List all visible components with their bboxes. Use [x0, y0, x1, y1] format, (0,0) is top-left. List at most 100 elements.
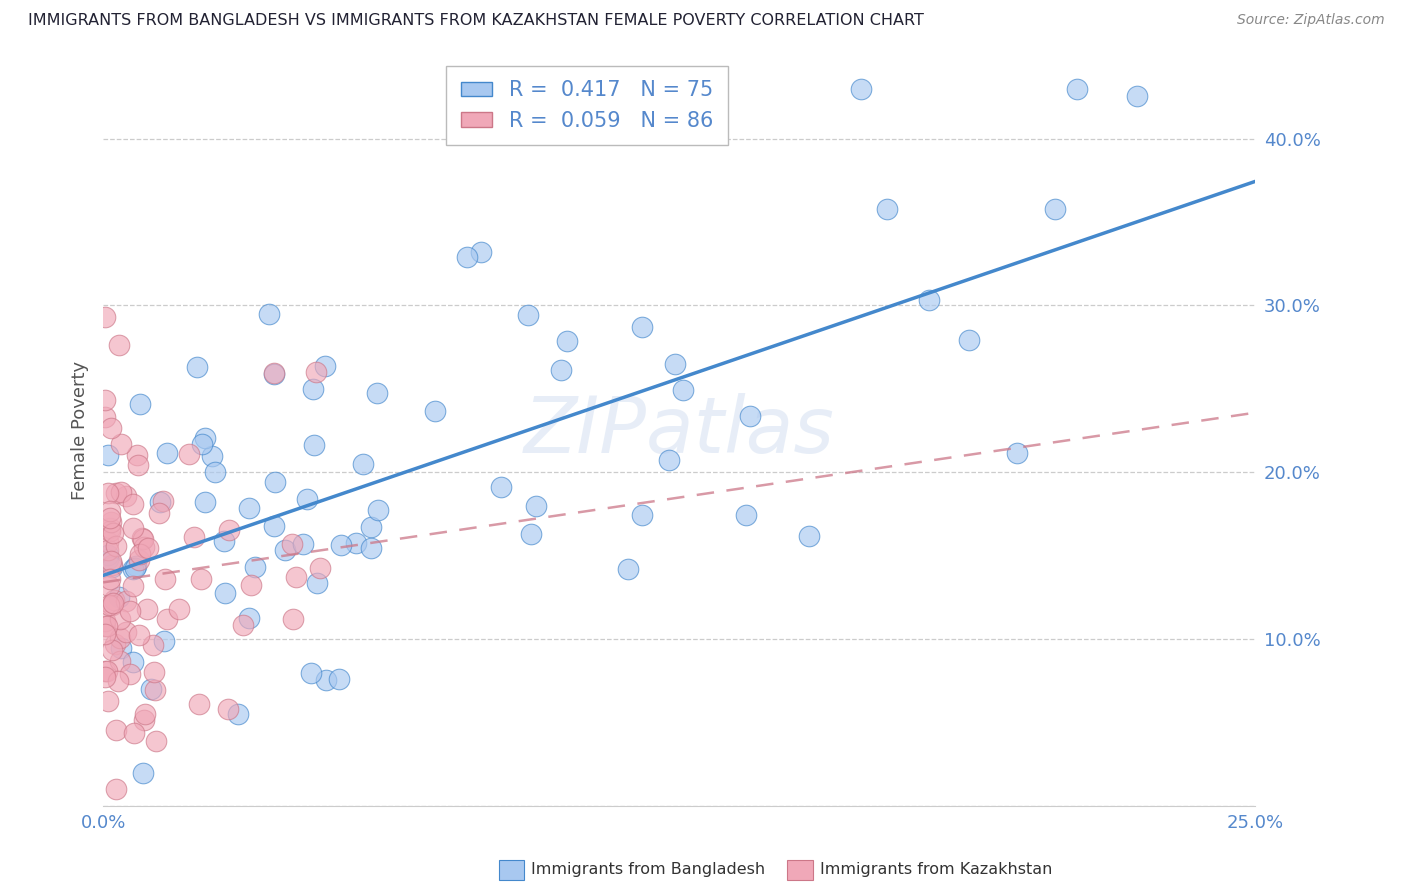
- Point: [125, 448, 148, 462]
- Point: [1045, 202, 1067, 216]
- Point: [98, 504, 121, 518]
- Point: [114, 624, 136, 639]
- Point: [97, 543, 120, 558]
- Point: [190, 572, 212, 586]
- Point: [100, 554, 122, 568]
- Point: [97, 448, 120, 462]
- Point: [132, 533, 155, 547]
- Legend: R =  0.417   N = 75, R =  0.059   N = 86: R = 0.417 N = 75, R = 0.059 N = 86: [446, 65, 728, 145]
- Point: [167, 601, 190, 615]
- Point: [238, 610, 260, 624]
- Point: [149, 495, 172, 509]
- Point: [212, 534, 235, 549]
- Point: [187, 698, 209, 712]
- Point: [264, 475, 287, 489]
- Point: [96, 618, 118, 632]
- Point: [100, 558, 122, 572]
- Point: [100, 598, 122, 612]
- Point: [630, 508, 652, 523]
- Point: [96, 664, 118, 678]
- Point: [489, 480, 512, 494]
- Point: [100, 420, 122, 434]
- Text: ZIPatlas: ZIPatlas: [524, 392, 835, 468]
- Point: [108, 632, 131, 646]
- Point: [103, 525, 125, 540]
- Point: [658, 453, 681, 467]
- Point: [100, 572, 122, 586]
- Point: [103, 596, 125, 610]
- Point: [302, 382, 325, 396]
- Point: [367, 503, 389, 517]
- Point: [143, 683, 166, 698]
- Point: [555, 334, 578, 348]
- Point: [103, 593, 125, 607]
- Point: [1005, 446, 1028, 460]
- Point: [664, 357, 686, 371]
- Point: [134, 706, 156, 721]
- Point: [243, 559, 266, 574]
- Point: [1066, 81, 1088, 95]
- Point: [228, 707, 250, 722]
- Point: [97, 552, 120, 566]
- Point: [97, 549, 120, 563]
- Point: [94, 310, 117, 324]
- Point: [97, 535, 120, 549]
- Point: [257, 307, 280, 321]
- Point: [328, 673, 350, 687]
- Point: [148, 506, 170, 520]
- Point: [142, 665, 165, 680]
- Point: [141, 681, 163, 696]
- Point: [617, 562, 640, 576]
- Point: [470, 244, 492, 259]
- Point: [240, 578, 263, 592]
- Point: [105, 723, 128, 737]
- Point: [876, 202, 898, 216]
- Point: [263, 519, 285, 533]
- Point: [120, 604, 142, 618]
- Point: [108, 590, 131, 604]
- Point: [136, 541, 159, 555]
- Point: [204, 465, 226, 479]
- Point: [94, 627, 117, 641]
- Point: [218, 524, 240, 538]
- Point: [94, 409, 117, 424]
- Point: [307, 576, 329, 591]
- Point: [156, 612, 179, 626]
- Point: [122, 562, 145, 576]
- Y-axis label: Female Poverty: Female Poverty: [72, 361, 89, 500]
- Point: [145, 734, 167, 748]
- Point: [115, 489, 138, 503]
- Point: [309, 560, 332, 574]
- Point: [153, 572, 176, 586]
- Point: [201, 449, 224, 463]
- Point: [131, 531, 153, 545]
- Point: [124, 561, 146, 575]
- Point: [366, 385, 388, 400]
- Point: [360, 541, 382, 555]
- Point: [517, 308, 540, 322]
- Point: [115, 594, 138, 608]
- Point: [129, 397, 152, 411]
- Point: [797, 529, 820, 543]
- Point: [98, 579, 121, 593]
- Point: [97, 694, 120, 708]
- Point: [305, 365, 328, 379]
- Point: [122, 497, 145, 511]
- Point: [134, 540, 156, 554]
- Point: [122, 726, 145, 740]
- Point: [142, 638, 165, 652]
- Point: [110, 437, 132, 451]
- Point: [179, 447, 201, 461]
- Point: [94, 670, 117, 684]
- Point: [194, 431, 217, 445]
- Point: [128, 547, 150, 561]
- Point: [98, 524, 121, 538]
- Point: [194, 495, 217, 509]
- Point: [105, 486, 128, 500]
- Point: [110, 641, 132, 656]
- Point: [128, 627, 150, 641]
- Point: [125, 559, 148, 574]
- Point: [299, 665, 322, 680]
- Text: Immigrants from Bangladesh: Immigrants from Bangladesh: [531, 863, 766, 877]
- Point: [104, 782, 127, 797]
